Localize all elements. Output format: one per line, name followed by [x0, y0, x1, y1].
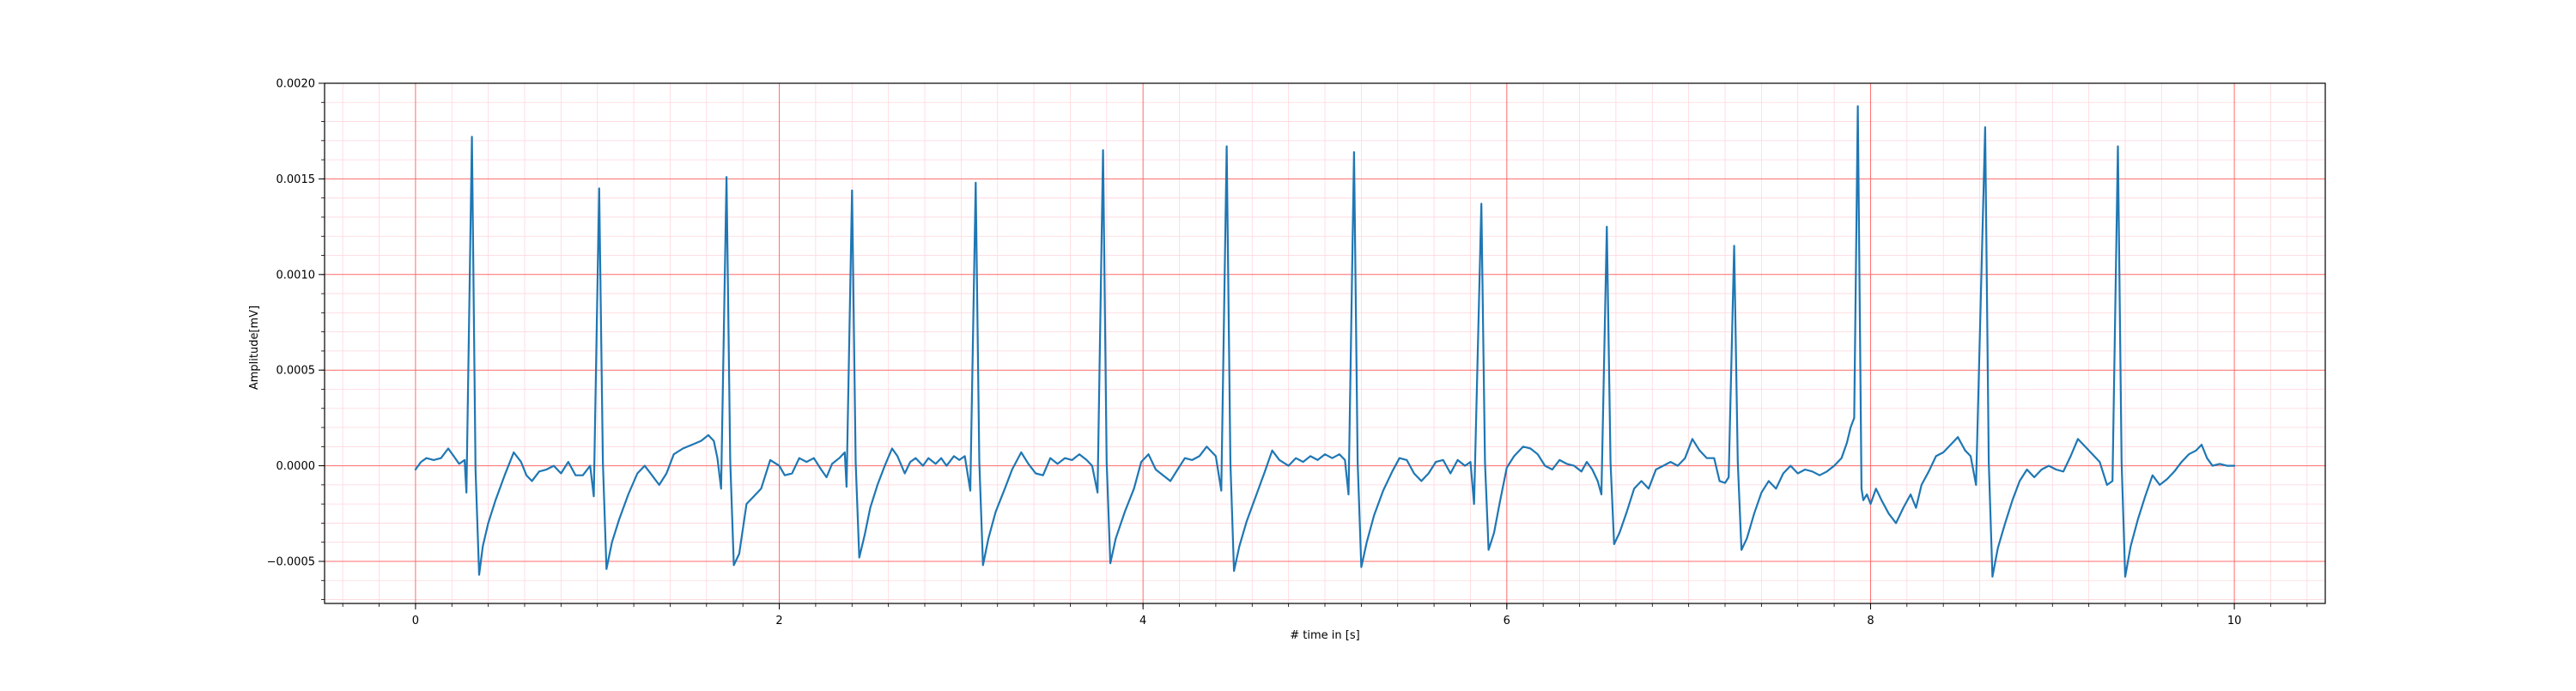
x-tick-label: 0: [412, 615, 419, 627]
y-tick-label: 0.0020: [276, 78, 316, 91]
y-tick-label: 0.0005: [276, 365, 316, 378]
x-tick-label: 8: [1867, 615, 1874, 627]
x-tick-label: 10: [2227, 615, 2242, 627]
y-axis-label: Amplitude[mV]: [248, 306, 261, 390]
y-tick-label: 0.0015: [276, 173, 316, 186]
y-tick-label: −0.0005: [267, 555, 315, 568]
x-tick-label: 6: [1504, 615, 1510, 627]
ecg-signal-line: [414, 105, 2236, 578]
y-axis: −0.0005 0.0000 0.0005 0.0010 0.0015 0.0020: [267, 78, 325, 600]
y-tick-label: 0.0000: [276, 460, 316, 473]
x-axis: 0 2 4 6 8 10: [342, 603, 2308, 627]
y-tick-label: 0.0010: [276, 269, 316, 282]
x-axis-label: # time in [s]: [1290, 629, 1359, 642]
x-tick-label: 2: [775, 615, 782, 627]
x-tick-label: 4: [1139, 615, 1146, 627]
series-layer: [414, 105, 2236, 578]
